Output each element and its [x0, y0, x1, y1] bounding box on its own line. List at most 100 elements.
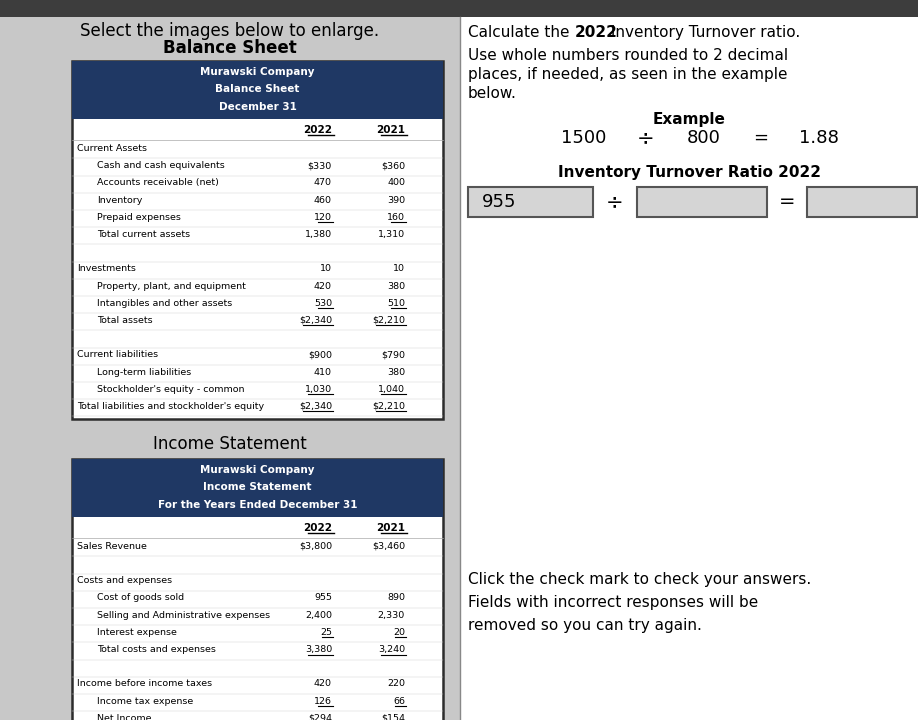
Text: Inventory Turnover Ratio 2022: Inventory Turnover Ratio 2022	[557, 165, 821, 180]
Text: 1,030: 1,030	[305, 384, 332, 394]
Text: Investments: Investments	[77, 264, 136, 274]
Text: Intangibles and other assets: Intangibles and other assets	[97, 299, 232, 307]
Text: Cost of goods sold: Cost of goods sold	[97, 593, 185, 603]
Text: 126: 126	[314, 697, 332, 706]
Text: places, if needed, as seen in the example: places, if needed, as seen in the exampl…	[468, 67, 788, 82]
Text: Total assets: Total assets	[97, 316, 152, 325]
Text: Stockholder's equity - common: Stockholder's equity - common	[97, 384, 244, 394]
Text: 220: 220	[387, 680, 405, 688]
Bar	[807, 187, 917, 217]
Text: $2,210: $2,210	[372, 402, 405, 411]
Text: 2,330: 2,330	[377, 611, 405, 620]
Text: 160: 160	[387, 212, 405, 222]
Text: 20: 20	[393, 628, 405, 637]
Text: Total current assets: Total current assets	[97, 230, 190, 239]
Text: Select the images below to enlarge.: Select the images below to enlarge.	[81, 22, 379, 40]
Text: Income tax expense: Income tax expense	[97, 697, 194, 706]
Text: 955: 955	[314, 593, 332, 603]
Text: Accounts receivable (net): Accounts receivable (net)	[97, 179, 218, 187]
Text: Income Statement: Income Statement	[203, 482, 312, 492]
Text: Murawski Company: Murawski Company	[200, 465, 315, 475]
Text: Property, plant, and equipment: Property, plant, and equipment	[97, 282, 246, 290]
Text: 2022: 2022	[303, 125, 332, 135]
Text: Use whole numbers rounded to 2 decimal: Use whole numbers rounded to 2 decimal	[468, 48, 789, 63]
Text: Sales Revenue: Sales Revenue	[77, 542, 147, 551]
Text: Income Statement: Income Statement	[153, 435, 307, 453]
Bar	[72, 459, 443, 517]
Text: $2,210: $2,210	[372, 316, 405, 325]
Text: Click the check mark to check your answers.: Click the check mark to check your answe…	[468, 572, 812, 587]
Text: 800: 800	[687, 129, 721, 147]
Text: December 31: December 31	[218, 102, 297, 112]
Text: Cash and cash equivalents: Cash and cash equivalents	[97, 161, 225, 170]
Text: Total costs and expenses: Total costs and expenses	[97, 645, 216, 654]
Text: Net Income: Net Income	[97, 714, 151, 720]
Text: Current Assets: Current Assets	[77, 144, 147, 153]
Text: 530: 530	[314, 299, 332, 307]
Bar	[72, 61, 443, 419]
Text: 470: 470	[314, 179, 332, 187]
Text: 2,400: 2,400	[305, 611, 332, 620]
Text: 1500: 1500	[561, 129, 607, 147]
Text: $3,800: $3,800	[299, 542, 332, 551]
Text: Balance Sheet: Balance Sheet	[163, 39, 297, 57]
Text: 10: 10	[393, 264, 405, 274]
Text: $2,340: $2,340	[299, 316, 332, 325]
Text: Costs and expenses: Costs and expenses	[77, 576, 173, 585]
Text: 3,240: 3,240	[378, 645, 405, 654]
Text: 2021: 2021	[376, 523, 405, 533]
Text: 410: 410	[314, 367, 332, 377]
Text: 1.88: 1.88	[799, 129, 839, 147]
Text: 25: 25	[320, 628, 332, 637]
Bar	[72, 61, 443, 119]
Bar	[0, 0, 918, 17]
Text: 420: 420	[314, 282, 332, 290]
Text: Interest expense: Interest expense	[97, 628, 177, 637]
Text: 2021: 2021	[376, 125, 405, 135]
Text: 510: 510	[387, 299, 405, 307]
Text: Inventory Turnover ratio.: Inventory Turnover ratio.	[606, 25, 800, 40]
Text: Long-term liabilities: Long-term liabilities	[97, 367, 191, 377]
Text: 955: 955	[482, 193, 517, 211]
Bar	[460, 17, 918, 720]
Text: 380: 380	[386, 282, 405, 290]
Text: 420: 420	[314, 680, 332, 688]
Text: Murawski Company: Murawski Company	[200, 67, 315, 77]
Bar	[637, 187, 767, 217]
Text: $154: $154	[381, 714, 405, 720]
Text: 3,380: 3,380	[305, 645, 332, 654]
Text: Selling and Administrative expenses: Selling and Administrative expenses	[97, 611, 270, 620]
Text: $294: $294	[308, 714, 332, 720]
Text: Fields with incorrect responses will be: Fields with incorrect responses will be	[468, 595, 758, 610]
Text: 390: 390	[386, 196, 405, 204]
Text: 1,380: 1,380	[305, 230, 332, 239]
Text: 1,040: 1,040	[378, 384, 405, 394]
Text: 2022: 2022	[303, 523, 332, 533]
Text: removed so you can try again.: removed so you can try again.	[468, 618, 702, 633]
Bar	[72, 459, 443, 720]
Text: Income before income taxes: Income before income taxes	[77, 680, 212, 688]
Text: $900: $900	[308, 351, 332, 359]
Text: 10: 10	[320, 264, 332, 274]
Text: 400: 400	[387, 179, 405, 187]
Text: 66: 66	[393, 697, 405, 706]
Text: Total liabilities and stockholder's equity: Total liabilities and stockholder's equi…	[77, 402, 264, 411]
Text: ÷: ÷	[637, 128, 655, 148]
Text: $330: $330	[308, 161, 332, 170]
Text: Example: Example	[653, 112, 725, 127]
Text: 460: 460	[314, 196, 332, 204]
Text: $790: $790	[381, 351, 405, 359]
Text: Prepaid expenses: Prepaid expenses	[97, 212, 181, 222]
Text: Inventory: Inventory	[97, 196, 142, 204]
Text: 120: 120	[314, 212, 332, 222]
Bar	[468, 187, 593, 217]
Text: $3,460: $3,460	[372, 542, 405, 551]
Text: Current liabilities: Current liabilities	[77, 351, 158, 359]
Text: 1,310: 1,310	[378, 230, 405, 239]
Text: $360: $360	[381, 161, 405, 170]
Text: 380: 380	[386, 367, 405, 377]
Text: 890: 890	[387, 593, 405, 603]
Text: Calculate the: Calculate the	[468, 25, 575, 40]
Text: 2022: 2022	[575, 25, 618, 40]
Text: below.: below.	[468, 86, 517, 101]
